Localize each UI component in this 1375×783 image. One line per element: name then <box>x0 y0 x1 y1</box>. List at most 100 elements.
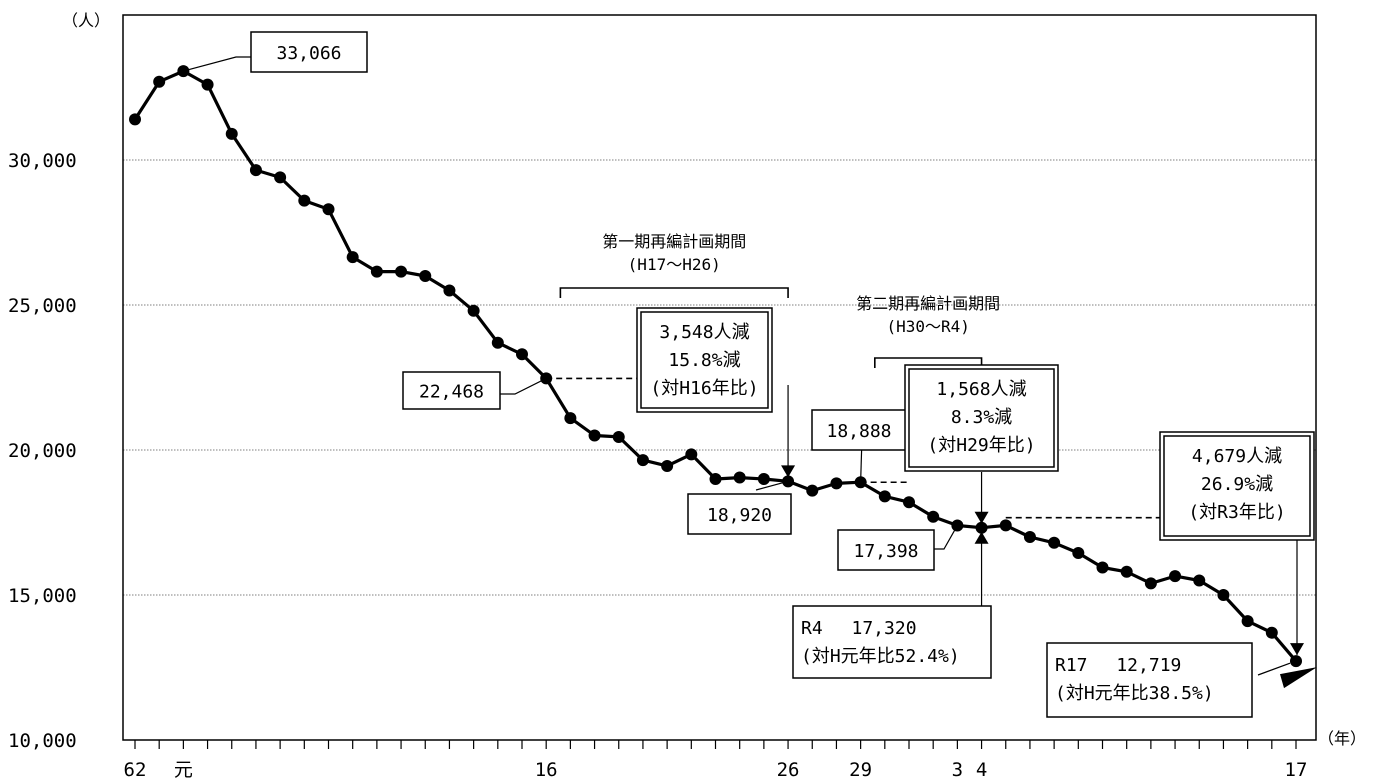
data-point <box>346 251 359 264</box>
data-point <box>443 284 456 297</box>
result-box: R4 17,320 (対H元年比52.4%) <box>792 605 992 679</box>
result-box: R17 12,719 (対H元年比38.5%) <box>1046 642 1253 718</box>
period-bracket <box>874 357 983 368</box>
y-tick-label: 20,000 <box>8 440 77 462</box>
data-point <box>201 78 214 91</box>
period-title: 第二期再編計画期間 <box>856 294 1000 313</box>
change-box-frame <box>904 364 1059 472</box>
data-point <box>927 510 940 523</box>
y-unit-label: （人） <box>62 11 110 30</box>
change-box-inner-frame <box>640 311 769 409</box>
data-point <box>274 171 287 184</box>
data-point <box>951 519 964 532</box>
change-box-inner-frame <box>1163 435 1311 537</box>
data-point <box>612 430 625 443</box>
x-tick-label: 元 <box>174 759 193 781</box>
data-point <box>540 372 553 385</box>
data-point <box>1072 546 1085 559</box>
data-point <box>975 521 988 534</box>
callout-arrows <box>781 385 1317 689</box>
value-label-box-frame <box>837 529 935 571</box>
data-point <box>370 265 383 278</box>
value-label-box: 18,888 <box>811 409 907 451</box>
y-tick-label: 30,000 <box>8 150 77 172</box>
result-box-line: (対H元年比52.4%) <box>801 646 960 667</box>
value-label: 18,920 <box>707 505 772 526</box>
result-box-frame <box>1046 642 1253 718</box>
x-tick-label: 26 <box>777 759 800 781</box>
result-box-line: (対H元年比38.5%) <box>1055 683 1214 704</box>
data-point <box>1217 589 1230 601</box>
data-point <box>1048 536 1061 549</box>
value-label-box: 33,066 <box>250 31 368 73</box>
value-label-box-frame <box>811 409 907 451</box>
data-point <box>999 519 1012 532</box>
data-point <box>1193 574 1206 587</box>
change-box-frame <box>1159 431 1315 541</box>
x-tick-label: 3 <box>952 759 963 781</box>
arrow-shaft <box>1257 662 1291 676</box>
value-label-box: 18,920 <box>687 493 792 535</box>
reference-dashes <box>546 377 1162 519</box>
data-point <box>1169 570 1182 583</box>
arrow-head <box>974 531 989 544</box>
result-box-line: R4 17,320 <box>801 618 917 639</box>
change-box-line: 4,679人減 <box>1192 446 1282 467</box>
y-tick-label: 25,000 <box>8 295 77 317</box>
data-point <box>516 348 528 361</box>
result-box-line: R17 12,719 <box>1055 655 1181 676</box>
data-point <box>709 473 722 485</box>
value-label: 33,066 <box>276 43 341 64</box>
change-box: 1,568人減 8.3%減 (対H29年比) <box>904 364 1059 472</box>
data-point <box>1265 626 1278 639</box>
period-range: (H30～R4) <box>886 317 969 336</box>
period-bracket <box>559 287 789 298</box>
data-point <box>491 336 504 349</box>
data-point <box>830 477 843 490</box>
change-box-line: 3,548人減 <box>659 322 749 343</box>
arrow-head <box>1280 667 1317 689</box>
gridlines <box>123 159 1316 596</box>
value-label-box: 17,398 <box>837 529 935 571</box>
change-box-frame <box>636 307 773 413</box>
data-point <box>1120 565 1133 578</box>
change-box: 4,679人減 26.9%減 (対R3年比) <box>1159 431 1315 541</box>
leader-line <box>183 56 251 72</box>
y-tick-label: 15,000 <box>8 585 77 607</box>
period-title: 第一期再編計画期間 <box>602 232 746 251</box>
x-tick-label: 29 <box>849 759 872 781</box>
series-points <box>129 65 1302 668</box>
value-label-box-frame <box>687 493 792 535</box>
data-point <box>636 454 649 467</box>
data-point <box>806 484 819 497</box>
data-point <box>129 113 141 126</box>
period-brackets: 第一期再編計画期間 (H17～H26) 第二期再編計画期間 (H30～R4) <box>559 232 1000 368</box>
data-point <box>1144 577 1157 590</box>
data-point <box>298 194 311 207</box>
result-box-frame <box>792 605 992 679</box>
data-point <box>1290 655 1302 668</box>
data-point <box>249 164 262 177</box>
data-point <box>903 496 915 509</box>
data-point <box>419 270 432 282</box>
plot-frame <box>122 14 1317 741</box>
data-point <box>661 459 674 472</box>
value-label-box: 22,468 <box>402 371 501 410</box>
data-point <box>225 127 238 140</box>
change-box-line: 1,568人減 <box>936 379 1026 400</box>
leader-line <box>934 525 958 550</box>
y-tick-label: 10,000 <box>8 730 77 752</box>
value-label: 22,468 <box>419 382 484 403</box>
change-box: 3,548人減 15.8%減 (対H16年比) <box>636 307 773 413</box>
arrow-head <box>781 465 796 478</box>
data-point <box>395 265 408 278</box>
change-box-line: (対H29年比) <box>927 435 1035 456</box>
x-tick-label: 4 <box>976 759 987 781</box>
value-label: 17,398 <box>853 541 918 562</box>
data-point <box>733 471 746 484</box>
leader-line <box>500 377 547 395</box>
change-box-line: (対H16年比) <box>650 378 758 399</box>
data-point <box>782 475 795 488</box>
data-point <box>854 476 867 489</box>
